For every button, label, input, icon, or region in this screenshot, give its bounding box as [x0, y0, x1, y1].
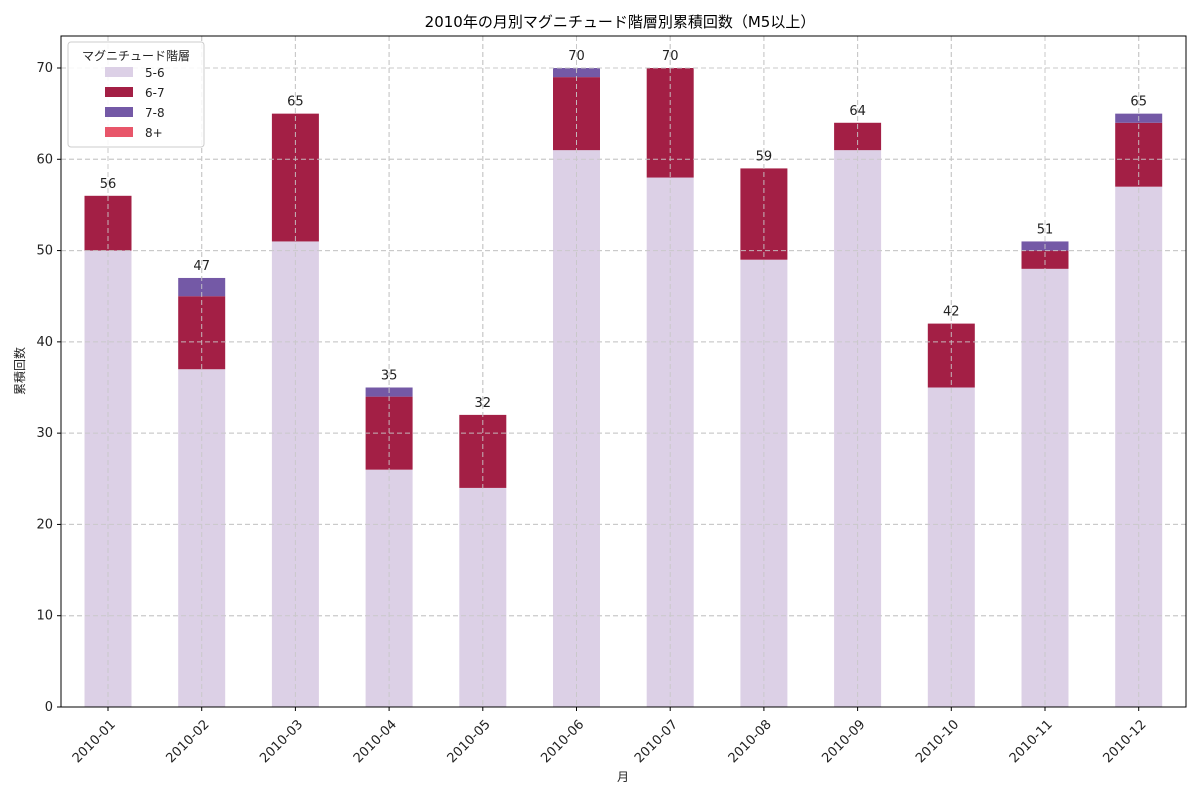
y-tick-label: 50 [36, 244, 53, 259]
x-tick-label: 2010-03 [257, 717, 306, 766]
total-label: 35 [381, 369, 398, 384]
legend: マグニチュード階層 5-6 6-7 7-8 8+ [67, 41, 205, 148]
x-tick-label: 2010-06 [538, 717, 587, 766]
total-labels: 56 47 65 35 32 70 70 59 64 42 51 65 [100, 49, 1147, 411]
bar-segment-5-6 [646, 177, 694, 708]
x-tick-label: 2010-04 [351, 717, 400, 766]
x-tick-label: 2010-01 [70, 717, 119, 766]
legend-box [67, 41, 205, 148]
x-tick-label: 2010-09 [819, 717, 868, 766]
legend-swatch [105, 87, 133, 97]
y-tick-label: 60 [36, 152, 53, 167]
x-tick-label: 2010-07 [632, 717, 681, 766]
y-tick-label: 40 [36, 335, 53, 350]
chart-title: 2010年の月別マグニチュード階層別累積回数（M5以上） [425, 13, 816, 31]
bar-segment-6-7 [553, 77, 600, 151]
legend-swatch [105, 107, 133, 117]
total-label: 65 [287, 95, 304, 110]
legend-title: マグニチュード階層 [82, 48, 190, 63]
total-label: 65 [1130, 95, 1147, 110]
y-axis-label: 累積回数 [12, 347, 27, 395]
total-label: 32 [475, 396, 492, 411]
plot-frame [60, 35, 1187, 708]
y-axis-ticks: 0 10 20 30 40 50 60 70 [36, 61, 61, 715]
y-tick-label: 10 [36, 609, 53, 624]
total-label: 47 [193, 259, 210, 274]
bar-segment-6-7 [1021, 250, 1069, 269]
legend-item-label: 8+ [145, 126, 163, 140]
x-tick-label: 2010-08 [726, 717, 775, 766]
grid-lines [61, 36, 1186, 707]
bar-segment-6-7 [459, 414, 507, 488]
bars [84, 68, 1163, 708]
legend-item-label: 6-7 [145, 86, 165, 100]
total-label: 42 [943, 305, 960, 320]
total-label: 59 [756, 149, 773, 164]
legend-item-label: 5-6 [145, 66, 165, 80]
grid-lines [61, 36, 1186, 707]
legend-swatch [105, 67, 133, 77]
x-tick-label: 2010-11 [1007, 717, 1056, 766]
y-tick-label: 30 [36, 426, 53, 441]
x-tick-label: 2010-02 [164, 717, 213, 766]
legend-item-label: 7-8 [145, 106, 165, 120]
bar-segment-5-6 [927, 387, 975, 707]
total-label: 64 [849, 104, 866, 119]
x-tick-label: 2010-05 [445, 717, 494, 766]
total-label: 70 [662, 49, 679, 64]
y-tick-label: 0 [45, 700, 53, 715]
x-axis-ticks: 2010-01 2010-02 2010-03 2010-04 2010-05 2010-… [70, 707, 1150, 766]
y-tick-label: 20 [36, 517, 53, 532]
y-tick-label: 70 [36, 61, 53, 76]
total-label: 56 [100, 177, 117, 192]
x-tick-label: 2010-12 [1101, 717, 1150, 766]
legend-swatch [105, 127, 133, 137]
bar-segment-5-6 [178, 369, 226, 707]
total-label: 51 [1037, 222, 1054, 237]
x-tick-label: 2010-10 [913, 717, 962, 766]
x-axis-label: 月 [617, 770, 629, 784]
total-label: 70 [568, 49, 585, 64]
